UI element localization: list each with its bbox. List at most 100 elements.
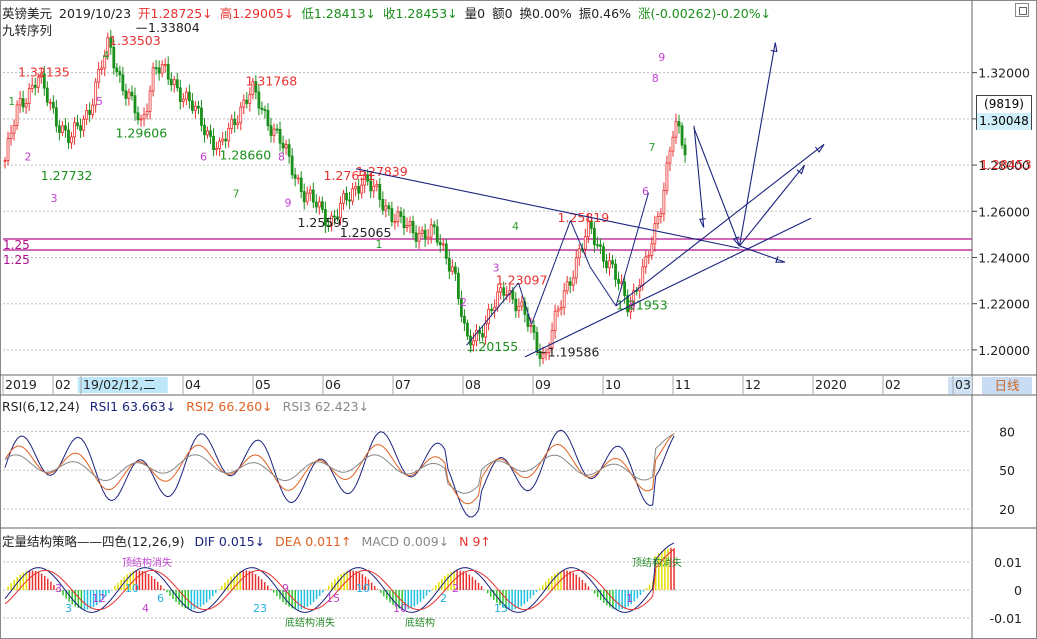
candle-body: [614, 263, 617, 280]
candle-body: [212, 135, 215, 151]
candle-body: [73, 122, 76, 138]
nine-turn-digit: 9: [285, 197, 292, 210]
candle-body: [257, 91, 261, 109]
candle-body: [272, 128, 276, 136]
candle-body: [336, 216, 339, 219]
candle-body: [432, 224, 436, 228]
candle-body: [514, 298, 518, 312]
zigzag-line: [466, 282, 519, 346]
candle-body: [456, 272, 460, 299]
candle-body: [94, 81, 98, 106]
candle-body: [330, 215, 333, 226]
candle-body: [9, 132, 13, 139]
price-box-count: (9819): [984, 97, 1024, 111]
candle-body: [611, 260, 614, 265]
rsi2-value: RSI2 66.260↓: [186, 399, 273, 414]
candle-body: [372, 185, 376, 192]
candle-body: [139, 118, 143, 121]
period-button[interactable]: 日线: [982, 377, 1032, 394]
candle-body: [360, 184, 364, 194]
rsi2-line: [4, 433, 675, 505]
candle-body: [203, 124, 206, 136]
price-tick-label: 1.28000: [978, 158, 1030, 173]
rsi-tick-label: 80: [999, 424, 1015, 439]
candle-body: [617, 278, 620, 284]
price-annotation: 1.29606: [116, 125, 168, 140]
candle-body: [85, 109, 89, 120]
price-tick-label: 1.24000: [978, 250, 1030, 265]
candle-body: [459, 298, 463, 317]
nine-turn-digit: 7: [649, 141, 656, 154]
nine-turn-digit: 8: [652, 72, 659, 85]
candle-body: [266, 110, 270, 127]
price-annotation: 1.20155: [467, 339, 519, 354]
candle-body: [61, 125, 64, 133]
candle-body: [541, 353, 545, 359]
candle-body: [194, 105, 197, 111]
candle-body: [505, 294, 509, 296]
turnover-value: 换0.00%: [519, 6, 572, 21]
candle-body: [12, 125, 16, 134]
candle-body: [39, 73, 43, 78]
candle-body: [305, 192, 309, 203]
candle-body: [547, 348, 551, 353]
candle-body: [487, 308, 491, 324]
n-value: N 9↑: [459, 534, 491, 549]
nine-turn-digit: 4: [103, 49, 110, 62]
candle-body: [6, 138, 10, 161]
nine-turn-digit: 4: [512, 220, 519, 233]
candle-body: [33, 84, 37, 88]
candle-body: [136, 112, 140, 121]
window-toggle-icon[interactable]: [1015, 3, 1029, 17]
dea-line: [4, 548, 675, 611]
candle-body: [287, 144, 291, 157]
candle-body: [414, 232, 418, 242]
date-axis-label: 10: [605, 377, 621, 392]
candle-body: [133, 95, 137, 114]
zigzag-line: [570, 220, 591, 267]
candle-body: [187, 91, 191, 102]
price-annotation: 1.25065: [340, 225, 392, 240]
candle-body: [472, 340, 475, 346]
candle-body: [608, 260, 611, 269]
candle-body: [475, 329, 478, 342]
price-annotation: 1.28660: [220, 147, 272, 162]
level-line-label: 1.25: [3, 238, 30, 252]
nine-turn-digit: 3: [51, 192, 58, 205]
candle-body: [396, 211, 400, 223]
candle-body: [30, 84, 34, 89]
candle-body: [299, 177, 303, 192]
macd-count-label: 2: [452, 582, 459, 595]
macd-title-row: 定量结构策略——四色(12,26,9) DIF 0.015↓ DEA 0.011…: [2, 531, 491, 550]
candle-body: [354, 186, 358, 190]
candle-body: [571, 277, 575, 286]
candle-body: [586, 220, 590, 238]
candle-body: [517, 305, 521, 312]
candle-body: [629, 304, 633, 313]
candle-body: [317, 201, 321, 208]
candle-body: [230, 118, 234, 129]
candle-body: [399, 211, 403, 217]
macd-count-label: 6: [157, 592, 164, 605]
candle-body: [278, 128, 282, 144]
candle-body: [121, 74, 125, 92]
macd-count-label: 15: [326, 592, 340, 605]
candle-body: [127, 91, 131, 99]
macd-count-label: 12: [92, 592, 106, 605]
candle-body: [502, 287, 506, 296]
candle-body: [76, 122, 79, 127]
candle-body: [275, 128, 279, 131]
dea-value: DEA 0.011↑: [275, 534, 352, 549]
nine-turn-digit: 1: [376, 238, 383, 251]
candle-body: [556, 308, 560, 312]
date-axis-label: 19/02/12,二: [83, 377, 156, 392]
candle-body: [496, 291, 500, 308]
candle-body: [357, 186, 361, 194]
nine-turn-digit: 8: [278, 150, 285, 163]
trend-line: [355, 168, 740, 249]
macd-count-label: 10: [393, 602, 407, 615]
macd-count-label: 3: [55, 582, 62, 595]
candle-body: [583, 236, 587, 250]
candle-body: [345, 192, 348, 201]
